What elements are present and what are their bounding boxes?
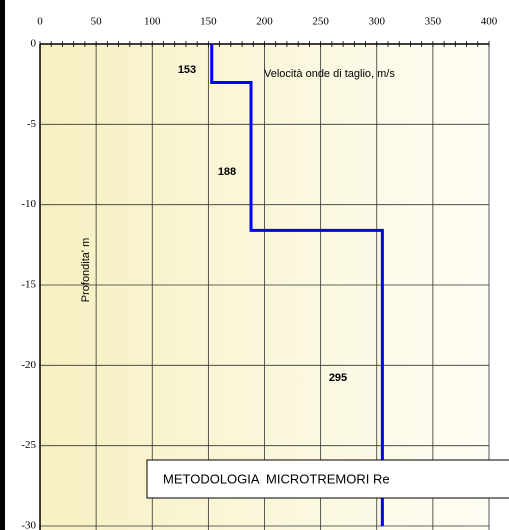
y-tick-label: 0 (31, 38, 37, 50)
x-tick-label: 100 (144, 16, 161, 28)
x-tick-label: 50 (91, 16, 103, 28)
x-tick-label: 250 (312, 16, 329, 28)
y-tick-label: -5 (27, 118, 37, 130)
x-tick-label: 200 (256, 16, 273, 28)
x-tick-label: 0 (37, 16, 43, 28)
y-tick-label: -15 (21, 279, 36, 291)
x-tick-label: 150 (200, 16, 217, 28)
y-axis-label: Profondita' m (80, 238, 92, 302)
left-border (0, 0, 5, 530)
x-tick-label: 300 (369, 16, 386, 28)
x-tick-label: 400 (481, 16, 498, 28)
y-tick-label: -10 (21, 198, 36, 210)
note-text: METODOLOGIA MICROTREMORI Re (163, 471, 390, 486)
layer-label: 295 (329, 372, 347, 384)
y-tick-label: -20 (21, 359, 36, 371)
y-tick-label: -30 (21, 520, 36, 530)
note-box (146, 459, 509, 499)
chart-title: Velocità onde di taglio, m/s (264, 68, 395, 80)
layer-label: 153 (178, 64, 196, 76)
y-tick-label: -25 (21, 439, 36, 451)
layer-label: 188 (218, 166, 236, 178)
x-tick-label: 350 (425, 16, 442, 28)
profile-line (210, 44, 384, 526)
